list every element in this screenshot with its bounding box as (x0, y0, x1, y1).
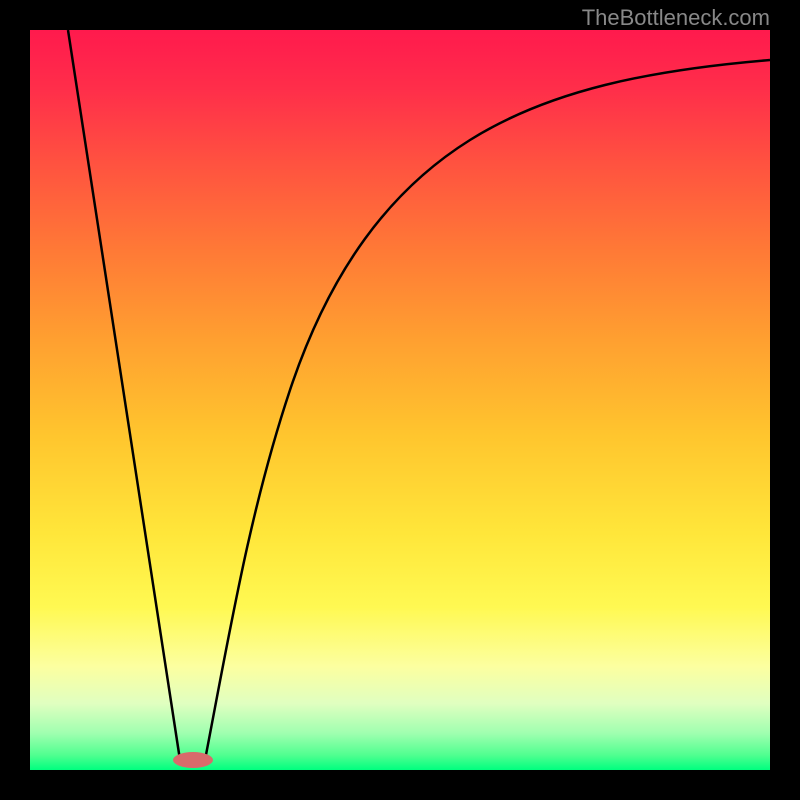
right-curve (205, 60, 770, 760)
chart-area (30, 30, 770, 770)
watermark-text: TheBottleneck.com (582, 5, 770, 31)
left-line (68, 30, 180, 760)
bottleneck-marker (173, 752, 213, 768)
curves-layer (30, 30, 770, 770)
